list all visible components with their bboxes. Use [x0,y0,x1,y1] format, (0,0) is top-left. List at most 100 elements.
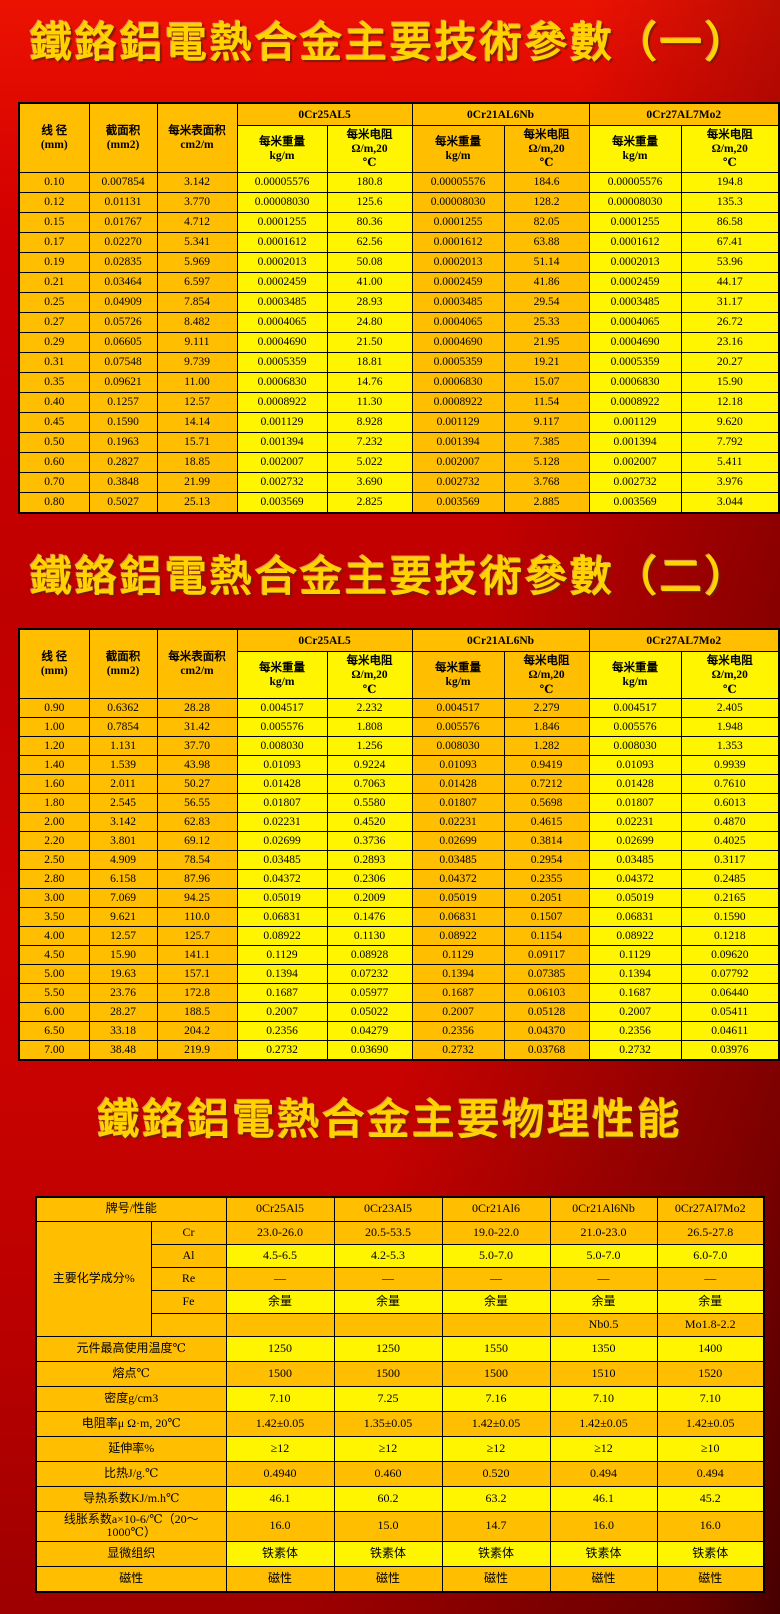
table-cell: 219.9 [156,1040,238,1061]
table-cell: Mo1.8-2.2 [656,1312,765,1337]
table-cell: 0.005576 [236,717,328,738]
row-label: 熔点℃ [35,1360,227,1387]
table-cell: 0.04370 [503,1021,590,1042]
table-cell: 0.3848 [88,472,158,494]
table-cell: 16.0 [656,1510,765,1543]
table-cell: 184.6 [503,172,590,194]
table-cell: 1550 [441,1335,551,1362]
row-label: 线胀系数a×10-6/℃（20～1000℃） [35,1510,227,1543]
table-cell: 0.1394 [236,964,328,985]
table-cell: 0.05019 [411,888,505,909]
table-row: 2.00 3.142 62.83 0.02231 0.4520 0.02231 0.4615… [18,812,780,833]
table-cell: 2.825 [326,492,413,514]
table-cell: 0.6362 [88,698,158,719]
table-row: 0.27 0.05726 8.482 0.0004065 24.80 0.0004065 2… [18,312,780,334]
table-cell: 0.07232 [326,964,413,985]
table-row: 电阻率μ Ω·m, 20℃ 1.42±0.05 1.35±0.05 1.42±0.05… [35,1410,765,1437]
table-cell: 0.1963 [88,432,158,454]
table-cell: ≥12 [225,1435,335,1462]
table-cell: 0.01093 [588,755,682,776]
table-cell: 4.00 [18,926,90,947]
table-row: Nb0.5 Mo1.8-2.2 [36,1312,765,1337]
table-cell: 5.0-7.0 [549,1243,658,1268]
sub-header-row: 每米重量 kg/m 每米电阻 Ω/m,20 ℃ 每米重量 kg/m 每米电阻 Ω/m,20… [19,651,780,700]
table-cell: 3.976 [680,472,780,494]
table-cell: 8.928 [326,412,413,434]
table-cell: 14.7 [441,1510,551,1543]
table-cell: 1.20 [18,736,90,757]
table-cell: 9.739 [156,352,238,374]
table-cell: 0.08922 [411,926,505,947]
table-cell: 12.57 [88,926,158,947]
col-header-diameter: 线 径 (mm) [18,628,90,700]
table-cell: 2.20 [18,831,90,852]
table-row: 0.50 0.1963 15.71 0.001394 7.232 0.001394 7.38… [18,432,780,454]
table-row: Re — — — — — [36,1266,765,1291]
table-cell: 磁性 [441,1566,551,1593]
table-row: 磁性 磁性 磁性 磁性 磁性 磁性 [35,1566,765,1593]
table-cell: 0.06605 [88,332,158,354]
table-cell: 0.09621 [88,372,158,394]
table-cell: 0.008030 [411,736,505,757]
table-cell: 86.58 [680,212,780,234]
table-row: 0.31 0.07548 9.739 0.0005359 18.81 0.0005359 1… [18,352,780,374]
table-cell: 0.01131 [88,192,158,214]
table-cell: 0.003569 [588,492,682,514]
section-title-params-2: 鐵鉻鋁電熱合金主要技術參數（二） [29,552,750,602]
table-cell: 5.0-7.0 [441,1243,551,1268]
table-cell: 0.2485 [680,869,780,890]
table-cell: 6.50 [18,1021,90,1042]
table-cell: 4.2-5.3 [333,1243,443,1268]
table-cell: 余量 [225,1289,335,1314]
table-cell: 1500 [441,1360,551,1387]
table-row: 2.20 3.801 69.12 0.02699 0.3736 0.02699 0.3814… [18,831,780,852]
table-cell: 0.02835 [88,252,158,274]
table-cell: 7.792 [680,432,780,454]
table-row: 线胀系数a×10-6/℃（20～1000℃） 16.0 15.0 14.7 16.0 16… [35,1510,765,1543]
table-cell: 0.01428 [236,774,328,795]
table-cell: 1350 [549,1335,658,1362]
table-cell: 0.01807 [411,793,505,814]
table-cell: 0.2954 [503,850,590,871]
table-row: 1.40 1.539 43.98 0.01093 0.9224 0.01093 0.9419… [18,755,780,776]
table-cell: 0.5027 [88,492,158,514]
table-row: 0.80 0.5027 25.13 0.003569 2.825 0.003569 2.88… [18,492,780,514]
table-cell: 1.282 [503,736,590,757]
table-cell: 60.2 [333,1485,443,1512]
table-cell: 铁素体 [333,1541,443,1568]
alloy-header: 0Cr27AL7Mo2 [588,102,780,127]
table-cell: 7.232 [326,432,413,454]
table-cell: 0.494 [549,1460,658,1487]
table-cell: 125.7 [156,926,238,947]
table-cell: 0.08928 [326,945,413,966]
table-row: 导热系数KJ/m.h℃ 46.1 60.2 63.2 46.1 45.2 [35,1485,765,1512]
table-cell: 0.04909 [88,292,158,314]
table-cell: 0.27 [18,312,90,334]
table-cell: 0.00008030 [411,192,505,214]
table-cell: 94.25 [156,888,238,909]
table-cell: 余量 [549,1289,658,1314]
table-cell: 0.04372 [588,869,682,890]
table-cell: 204.2 [156,1021,238,1042]
table-row: 0.10 0.007854 3.142 0.00005576 180.8 0.000055… [18,172,780,194]
table-cell: 188.5 [156,1002,238,1023]
table-cell: 9.620 [680,412,780,434]
table-cell: 0.002732 [588,472,682,494]
table-cell: 5.50 [18,983,90,1004]
params-table-2: 线 径 (mm) 截面积 (mm2) 每米表面积 cm2/m 0Cr25AL5 0Cr… [18,628,780,1062]
table-cell: 0.06440 [680,983,780,1004]
table-cell: 0.06831 [236,907,328,928]
table-row: 0.17 0.02270 5.341 0.0001612 62.56 0.0001612 6… [18,232,780,254]
table-cell: 50.27 [156,774,238,795]
table-cell: 0.001394 [236,432,328,454]
table-cell: 0.04372 [411,869,505,890]
col-header-weight: 每米重量 kg/m [236,651,328,700]
table-cell: 0.2007 [588,1002,682,1023]
table-row: 延伸率% ≥12 ≥12 ≥12 ≥12 ≥10 [35,1435,765,1462]
table-cell: 0.460 [333,1460,443,1487]
col-header-weight: 每米重量 kg/m [411,125,505,174]
table-cell: 0.520 [441,1460,551,1487]
table-cell: 0.4520 [326,812,413,833]
table-cell: 0.4940 [225,1460,335,1487]
table-cell: 19.0-22.0 [441,1220,551,1245]
